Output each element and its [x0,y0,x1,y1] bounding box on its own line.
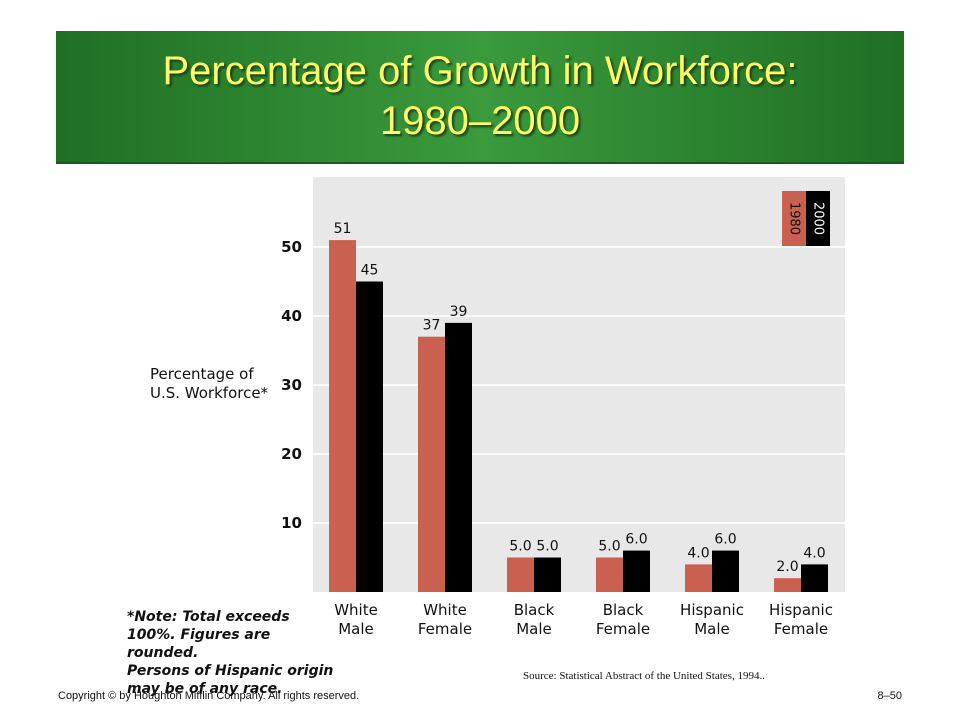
bar-2000-0 [356,281,383,592]
x-tick-label: Female [774,620,828,638]
y-axis-label-line-2: U.S. Workforce* [150,384,269,402]
bar-2000-3 [623,550,650,592]
footnote-line-1: *Note: Total exceeds [127,609,290,625]
bar-1980-0 [329,240,356,592]
source-citation: Source: Statistical Abstract of the Unit… [523,670,765,682]
x-tick-label: Male [694,620,730,638]
y-axis-label: Percentage of U.S. Workforce* [150,365,268,403]
x-tick-label: Female [596,620,650,638]
x-tick-label: White [423,601,467,619]
y-tick-label: 30 [281,376,302,394]
y-tick-label: 10 [281,514,302,532]
legend-swatch-2000 [806,191,830,246]
copyright-text: Copyright © by Houghton Mifflin Company.… [58,690,360,702]
x-tick-label: Female [418,620,472,638]
bar-1980-4 [685,564,712,592]
data-label: 6.0 [714,532,736,548]
y-tick-label: 40 [281,307,302,325]
footnote-line-4: may be of any race. [127,681,283,697]
data-label: 5.0 [598,539,620,555]
x-tick-label: Male [338,620,374,638]
legend-label: 1980 [787,202,802,235]
title-line-1: Percentage of Growth in Workforce: [162,49,798,93]
bar-2000-2 [534,557,561,592]
footnote-line-2: 100%. Figures are rounded. [127,627,271,661]
bar-1980-5 [774,578,801,592]
title-banner: Percentage of Growth in Workforce: 1980–… [56,31,904,164]
data-label: 2.0 [776,559,798,575]
legend-label: 2000 [811,202,826,235]
y-axis-label-line-1: Percentage of [150,365,254,383]
data-label: 5.0 [509,539,531,555]
legend-swatch-1980 [782,191,806,246]
page-number: 8–50 [877,690,902,702]
x-tick-label: Male [516,620,552,638]
page-title: Percentage of Growth in Workforce: 1980–… [56,46,904,146]
data-label: 4.0 [803,545,825,561]
footnote-line-3: Persons of Hispanic origin [127,663,334,679]
x-tick-label: Hispanic [769,601,833,619]
x-tick-label: Black [514,601,555,619]
data-label: 5.0 [536,539,558,555]
bar-2000-4 [712,550,739,592]
x-tick-label: White [334,601,378,619]
y-tick-label: 20 [281,445,302,463]
bar-1980-3 [596,557,623,592]
data-label: 6.0 [625,532,647,548]
bar-2000-1 [445,322,472,592]
bar-2000-5 [801,564,828,592]
data-label: 37 [423,318,441,334]
x-tick-label: Hispanic [680,601,744,619]
data-label: 4.0 [687,545,709,561]
data-label: 39 [450,304,468,320]
title-line-2: 1980–2000 [379,99,581,143]
footnote: *Note: Total exceeds 100%. Figures are r… [127,608,337,698]
data-label: 51 [334,221,352,237]
data-label: 45 [361,263,379,279]
y-tick-label: 50 [281,238,302,256]
bar-1980-2 [507,557,534,592]
x-tick-label: Black [603,601,644,619]
bar-1980-1 [418,336,445,592]
